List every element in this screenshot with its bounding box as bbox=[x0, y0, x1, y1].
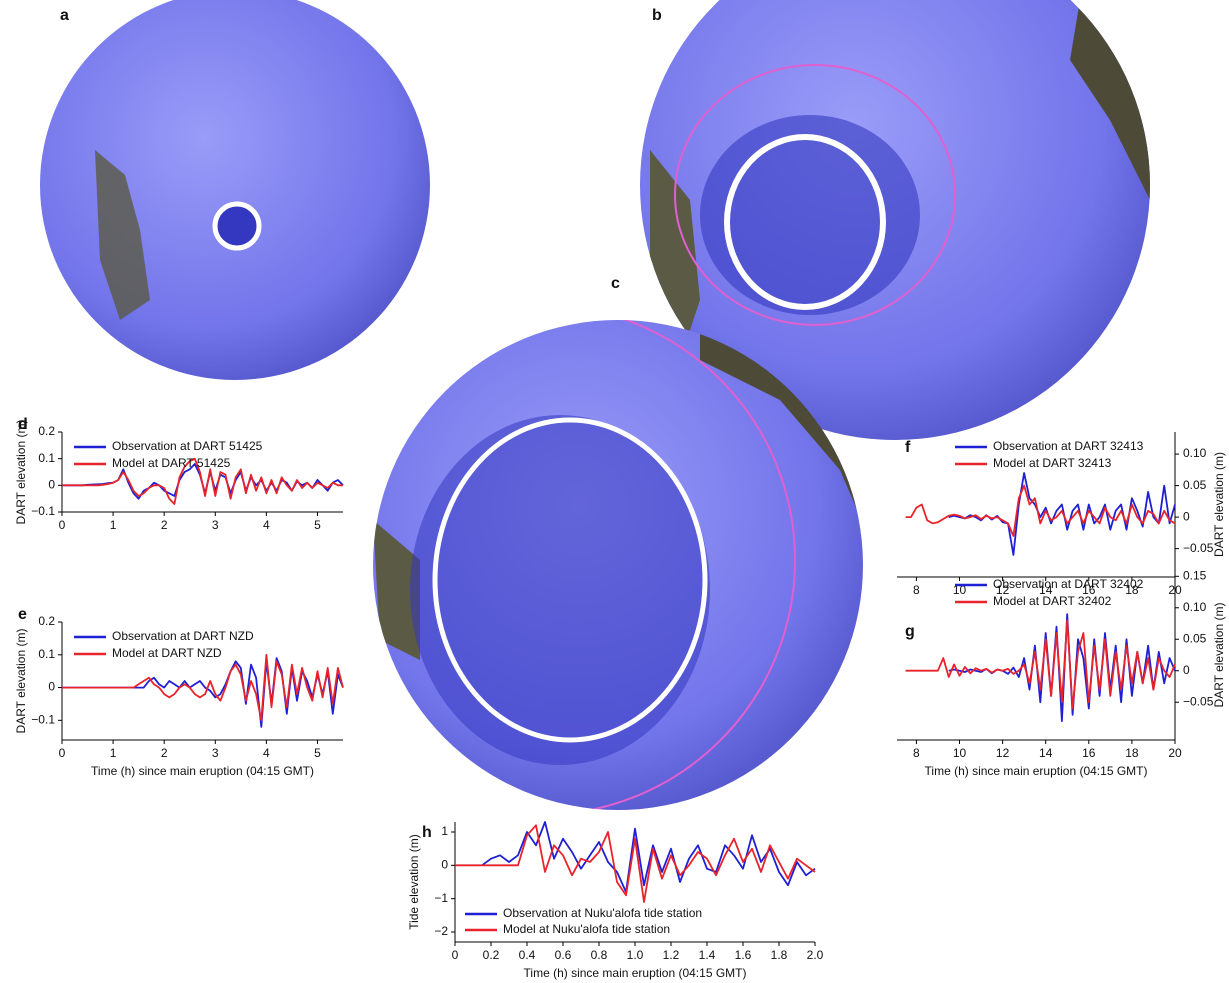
y-tick-label: 0.15 bbox=[1183, 568, 1207, 582]
x-tick-label: 1.0 bbox=[627, 948, 644, 962]
y-tick-label: 0.10 bbox=[1183, 446, 1207, 460]
x-tick-label: 0 bbox=[452, 948, 459, 962]
y-tick-label: 0 bbox=[1183, 663, 1190, 677]
legend-label: Model at DART 32402 bbox=[993, 594, 1112, 608]
x-tick-label: 18 bbox=[1125, 746, 1139, 760]
legend-label: Model at Nuku'alofa tide station bbox=[503, 922, 670, 936]
y-tick-label: 0.05 bbox=[1183, 631, 1207, 645]
panel-label: e bbox=[18, 606, 27, 623]
x-tick-label: 0 bbox=[59, 746, 66, 760]
x-axis-label: Time (h) since main eruption (04:15 GMT) bbox=[524, 966, 747, 980]
x-tick-label: 5 bbox=[314, 746, 321, 760]
wave-field bbox=[700, 115, 920, 315]
x-tick-label: 3 bbox=[212, 518, 219, 532]
x-tick-label: 0 bbox=[59, 518, 66, 532]
x-tick-label: 1 bbox=[110, 746, 117, 760]
y-tick-label: 0 bbox=[48, 478, 55, 492]
x-tick-label: 16 bbox=[1082, 746, 1096, 760]
legend-label: Observation at DART 51425 bbox=[112, 439, 263, 453]
panel-label: h bbox=[422, 824, 432, 841]
x-tick-label: 8 bbox=[913, 583, 920, 597]
legend-label: Observation at DART 32402 bbox=[993, 577, 1144, 591]
y-tick-label: −2 bbox=[434, 924, 448, 938]
legend-label: Observation at Nuku'alofa tide station bbox=[503, 906, 702, 920]
panel-label: b bbox=[652, 7, 662, 24]
y-axis-label: DART elevation (m) bbox=[1212, 452, 1226, 557]
panel-label: f bbox=[905, 439, 911, 456]
x-axis-label: Time (h) since main eruption (04:15 GMT) bbox=[91, 764, 314, 778]
y-tick-label: 1 bbox=[441, 824, 448, 838]
data-line bbox=[949, 614, 1175, 721]
x-tick-label: 2.0 bbox=[807, 948, 824, 962]
x-tick-label: 1.2 bbox=[663, 948, 680, 962]
y-tick-label: −1 bbox=[434, 891, 448, 905]
y-tick-label: −0.1 bbox=[31, 713, 55, 727]
x-tick-label: 14 bbox=[1039, 746, 1053, 760]
data-line bbox=[455, 825, 815, 902]
y-tick-label: −0.1 bbox=[31, 504, 55, 518]
x-tick-label: 0.4 bbox=[519, 948, 536, 962]
x-tick-label: 0.8 bbox=[591, 948, 608, 962]
x-tick-label: 10 bbox=[953, 746, 967, 760]
legend-label: Observation at DART 32413 bbox=[993, 439, 1144, 453]
data-line bbox=[62, 658, 343, 727]
x-axis-label: Time (h) since main eruption (04:15 GMT) bbox=[925, 764, 1148, 778]
data-line bbox=[62, 655, 343, 721]
x-tick-label: 2 bbox=[161, 746, 168, 760]
y-tick-label: −0.05 bbox=[1183, 541, 1214, 555]
y-tick-label: 0.1 bbox=[38, 647, 55, 661]
legend-label: Model at DART 32413 bbox=[993, 456, 1112, 470]
x-tick-label: 1 bbox=[110, 518, 117, 532]
y-tick-label: 0.10 bbox=[1183, 600, 1207, 614]
x-tick-label: 1.6 bbox=[735, 948, 752, 962]
globe-a bbox=[40, 0, 430, 380]
x-tick-label: 3 bbox=[212, 746, 219, 760]
y-tick-label: 0.05 bbox=[1183, 478, 1207, 492]
wave-front bbox=[215, 204, 259, 248]
y-axis-label: DART elevation (m) bbox=[14, 629, 28, 734]
y-tick-label: −0.05 bbox=[1183, 694, 1214, 708]
panel-label: a bbox=[60, 7, 69, 24]
x-tick-label: 8 bbox=[913, 746, 920, 760]
x-tick-label: 2 bbox=[161, 518, 168, 532]
figure: a b c 012345−0.100.10.2DART elevation (m… bbox=[0, 0, 1229, 983]
legend-label: Model at DART NZD bbox=[112, 646, 222, 660]
y-tick-label: 0.2 bbox=[38, 614, 55, 628]
y-tick-label: 0.2 bbox=[38, 424, 55, 438]
legend-label: Model at DART 51425 bbox=[112, 456, 231, 470]
x-tick-label: 0.6 bbox=[555, 948, 572, 962]
data-line bbox=[949, 473, 1175, 555]
y-axis-label: DART elevation (m) bbox=[1212, 603, 1226, 708]
y-axis-label: Tide elevation (m) bbox=[407, 834, 421, 930]
y-tick-label: 0 bbox=[1183, 509, 1190, 523]
y-tick-label: 0.1 bbox=[38, 451, 55, 465]
x-tick-label: 5 bbox=[314, 518, 321, 532]
panel-label: d bbox=[18, 416, 28, 433]
data-line bbox=[482, 822, 815, 892]
y-axis-label: DART elevation (m) bbox=[14, 420, 28, 525]
x-tick-label: 0.2 bbox=[483, 948, 500, 962]
x-tick-label: 4 bbox=[263, 746, 270, 760]
x-tick-label: 12 bbox=[996, 746, 1010, 760]
legend-label: Observation at DART NZD bbox=[112, 629, 254, 643]
x-tick-label: 1.8 bbox=[771, 948, 788, 962]
data-line bbox=[906, 486, 1175, 536]
panel-label: g bbox=[905, 623, 915, 640]
y-tick-label: 0 bbox=[441, 858, 448, 872]
y-tick-label: 0 bbox=[48, 680, 55, 694]
panel-label: c bbox=[611, 275, 620, 292]
x-tick-label: 4 bbox=[263, 518, 270, 532]
x-tick-label: 20 bbox=[1168, 746, 1182, 760]
x-tick-label: 1.4 bbox=[699, 948, 716, 962]
